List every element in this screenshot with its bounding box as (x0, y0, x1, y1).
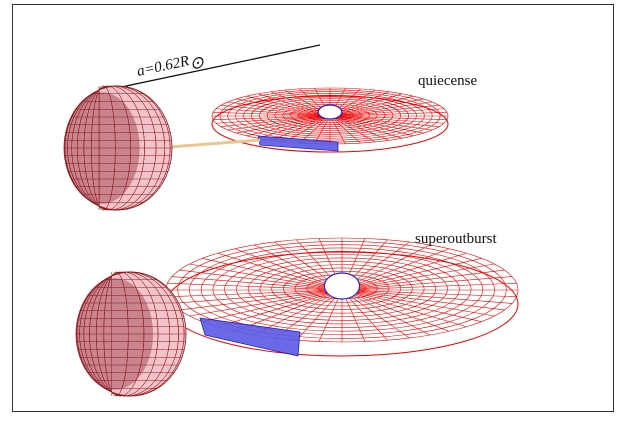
star-mesh (64, 85, 172, 211)
disk-spoke (216, 108, 321, 116)
disk-spoke (348, 293, 431, 336)
disk-spoke (339, 108, 444, 116)
disk-spoke (337, 117, 424, 134)
disk-spoke (171, 276, 329, 290)
disk-spoke (354, 291, 505, 311)
disk-spoke (258, 93, 325, 115)
disk-spoke (339, 115, 447, 120)
disk-spoke (348, 244, 431, 287)
disk-spoke (354, 291, 495, 317)
disk-hole (317, 104, 343, 120)
disk-spoke (213, 115, 321, 120)
superoutburst-system (75, 237, 519, 397)
scale-bar (111, 44, 321, 90)
disk-spoke (236, 98, 323, 115)
disk-spoke (353, 292, 482, 322)
disk-spoke (246, 117, 324, 137)
disk-spoke (355, 282, 517, 290)
disk-spoke (351, 292, 467, 328)
hot-spot (257, 135, 339, 152)
disk-spoke (355, 276, 513, 290)
disk-spoke (335, 117, 402, 139)
disk-spoke (236, 117, 323, 134)
disk-mesh (211, 87, 449, 145)
disk-spoke (258, 117, 325, 139)
disk-spoke (227, 116, 322, 131)
disk-spoke (339, 116, 444, 124)
star-shade (76, 278, 153, 390)
disk-spoke (337, 98, 424, 115)
disk-spoke (343, 294, 366, 342)
disk-spoke (355, 290, 517, 298)
disk-spoke (179, 269, 330, 289)
disk-spoke (314, 118, 330, 144)
disk-spoke (270, 91, 326, 115)
disk-spoke (284, 117, 327, 143)
disk-spoke (220, 104, 322, 116)
disk-spoke (334, 91, 390, 115)
panel-label: superoutburst (415, 231, 497, 247)
disk-spoke (336, 95, 414, 115)
disk-spoke (253, 244, 336, 287)
disk-spoke (202, 292, 331, 322)
disk-spoke (217, 292, 333, 328)
disk-spoke (270, 117, 326, 141)
star-mesh (76, 271, 186, 397)
star-shade (64, 92, 140, 204)
disk-spoke (296, 293, 339, 341)
disk-spoke (167, 290, 329, 298)
disk-spoke (202, 258, 331, 288)
disk-spoke (227, 101, 322, 116)
disk-spoke (189, 291, 330, 317)
disk-spoke (330, 118, 346, 144)
disk-spoke (216, 116, 321, 124)
disk-spoke (274, 241, 337, 287)
disk-spoke (355, 290, 513, 304)
mass-stream (169, 138, 261, 149)
disk-spoke (338, 116, 440, 128)
disk-hole (323, 272, 361, 300)
quiescent-system (63, 85, 449, 211)
disk-mesh (165, 237, 519, 343)
disk-spoke (345, 293, 388, 341)
disk-spoke (335, 93, 402, 115)
disk-spoke (246, 95, 324, 115)
disk-spoke (220, 116, 322, 128)
disk-spoke (351, 252, 467, 288)
disk-spoke (338, 116, 433, 131)
disk-spoke (213, 112, 321, 117)
disk-spoke (334, 117, 390, 141)
disk-spoke (234, 248, 334, 287)
disk-spoke (167, 282, 329, 290)
hot-spot (199, 317, 301, 357)
disk-spoke (332, 117, 361, 144)
disk-spoke (350, 293, 450, 332)
disk-spoke (350, 248, 450, 287)
disk-spoke (189, 263, 330, 289)
disk-spoke (299, 117, 328, 144)
disk-spoke (338, 101, 433, 116)
disk-spoke (171, 290, 329, 304)
disk-spoke (217, 252, 333, 288)
disk-spoke (318, 294, 341, 342)
disk-spoke (354, 263, 495, 289)
disk-spoke (336, 117, 414, 137)
disk-spoke (354, 269, 505, 289)
disk-spoke (333, 117, 376, 143)
panel-label: quiecense (418, 73, 477, 89)
disk-spoke (353, 258, 482, 288)
disk-spoke (179, 291, 330, 311)
disk-spoke (338, 104, 440, 116)
disk-spoke (347, 241, 410, 287)
disk-spoke (347, 293, 410, 339)
scale-subscript: ⊙ (188, 52, 207, 74)
disk-spoke (339, 112, 447, 117)
